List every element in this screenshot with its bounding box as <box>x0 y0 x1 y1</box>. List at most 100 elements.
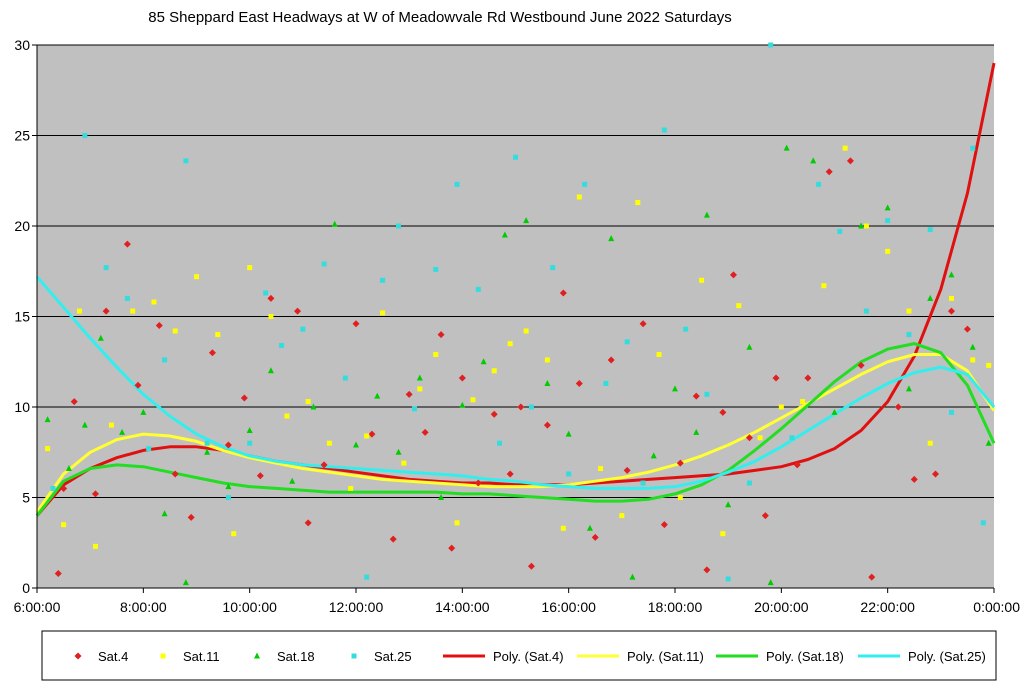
point-series-3 <box>124 295 130 301</box>
point-series-0 <box>490 410 498 418</box>
point-series-0 <box>506 470 514 478</box>
point-series-0 <box>745 434 753 442</box>
point-series-0 <box>793 461 801 469</box>
point-series-0 <box>352 320 360 328</box>
point-series-0 <box>719 408 727 416</box>
point-series-2 <box>650 452 657 459</box>
legend-label: Sat.4 <box>98 649 128 664</box>
point-series-2 <box>767 579 774 586</box>
point-series-0 <box>155 322 163 330</box>
point-series-1 <box>720 531 726 537</box>
point-series-1 <box>433 352 439 358</box>
legend-label: Sat.11 <box>183 649 220 664</box>
point-series-2 <box>204 448 211 455</box>
point-series-3 <box>204 440 210 446</box>
point-series-0 <box>102 307 110 315</box>
x-tick-label: 18:00:00 <box>648 599 703 615</box>
point-series-1 <box>677 495 683 500</box>
point-series-2 <box>182 579 189 586</box>
point-series-2 <box>693 428 700 435</box>
point-series-1 <box>635 199 641 205</box>
point-series-2 <box>246 427 253 434</box>
point-series-3 <box>342 375 348 381</box>
point-series-0 <box>91 490 99 498</box>
point-series-2 <box>783 144 790 151</box>
point-series-0 <box>70 398 78 406</box>
point-series-1 <box>108 422 114 428</box>
x-tick-label: 14:00:00 <box>435 599 490 615</box>
point-series-0 <box>772 374 780 382</box>
point-series-2 <box>501 231 508 238</box>
point-series-3 <box>789 435 795 441</box>
point-series-2 <box>725 501 732 508</box>
y-tick-label: 0 <box>22 580 30 596</box>
point-series-0 <box>294 307 302 315</box>
point-series-3 <box>746 480 752 486</box>
point-series-1 <box>380 310 386 316</box>
point-series-1 <box>348 485 354 491</box>
point-series-2 <box>395 448 402 455</box>
legend-marker-1 <box>160 653 166 659</box>
point-series-0 <box>825 168 833 176</box>
legend-marker-0 <box>74 652 82 660</box>
point-series-1 <box>656 352 662 358</box>
point-series-3 <box>550 265 556 271</box>
point-series-1 <box>247 265 253 271</box>
point-series-1 <box>598 466 604 472</box>
x-tick-label: 20:00:00 <box>754 599 809 615</box>
point-series-2 <box>672 385 678 392</box>
x-tick-label: 12:00:00 <box>329 599 384 615</box>
point-series-3 <box>980 520 986 526</box>
point-series-1 <box>970 357 976 363</box>
chart-title: 85 Sheppard East Headways at W of Meadow… <box>148 9 731 26</box>
point-series-0 <box>448 544 456 552</box>
y-tick-label: 10 <box>14 399 30 415</box>
point-series-1 <box>699 277 705 283</box>
point-series-2 <box>948 271 955 278</box>
point-series-3 <box>603 380 609 386</box>
point-series-1 <box>986 362 992 368</box>
point-series-1 <box>172 328 178 334</box>
point-series-1 <box>305 399 311 405</box>
point-series-0 <box>607 356 615 364</box>
point-series-2 <box>608 235 615 242</box>
point-series-2 <box>161 510 168 517</box>
point-series-2 <box>810 157 817 164</box>
point-series-2 <box>480 358 487 365</box>
point-series-1 <box>417 386 423 392</box>
point-series-1 <box>821 283 827 289</box>
point-series-3 <box>885 218 891 224</box>
point-series-0 <box>405 390 413 398</box>
point-series-2 <box>746 343 753 350</box>
point-series-3 <box>263 290 269 296</box>
point-series-0 <box>240 394 248 402</box>
point-series-0 <box>54 570 62 578</box>
point-series-1 <box>800 399 806 405</box>
point-series-2 <box>969 343 976 350</box>
point-series-1 <box>885 248 891 254</box>
legend-box <box>41 630 997 681</box>
point-series-1 <box>215 332 221 338</box>
point-series-3 <box>103 265 109 271</box>
point-series-0 <box>846 157 854 165</box>
point-series-1 <box>491 368 497 374</box>
point-series-3 <box>837 228 843 234</box>
point-series-2 <box>884 204 891 211</box>
y-tick-label: 30 <box>14 37 30 53</box>
point-series-2 <box>416 374 423 381</box>
point-series-3 <box>863 308 869 314</box>
legend-label: Poly. (Sat.4) <box>493 649 564 664</box>
point-series-1 <box>77 308 83 314</box>
point-series-3 <box>279 342 285 348</box>
point-series-2 <box>544 379 551 386</box>
point-series-3 <box>50 485 56 491</box>
trendline-1 <box>35 353 996 513</box>
point-series-0 <box>527 562 535 570</box>
point-series-1 <box>454 520 460 526</box>
point-series-2 <box>310 403 317 410</box>
x-axis-ticks: 6:00:00 8:00:00 10:00:00 12:00:00 14:00:00 16… <box>14 588 1020 615</box>
point-series-2 <box>97 334 104 341</box>
point-series-2 <box>119 428 126 435</box>
point-series-1 <box>948 295 954 301</box>
